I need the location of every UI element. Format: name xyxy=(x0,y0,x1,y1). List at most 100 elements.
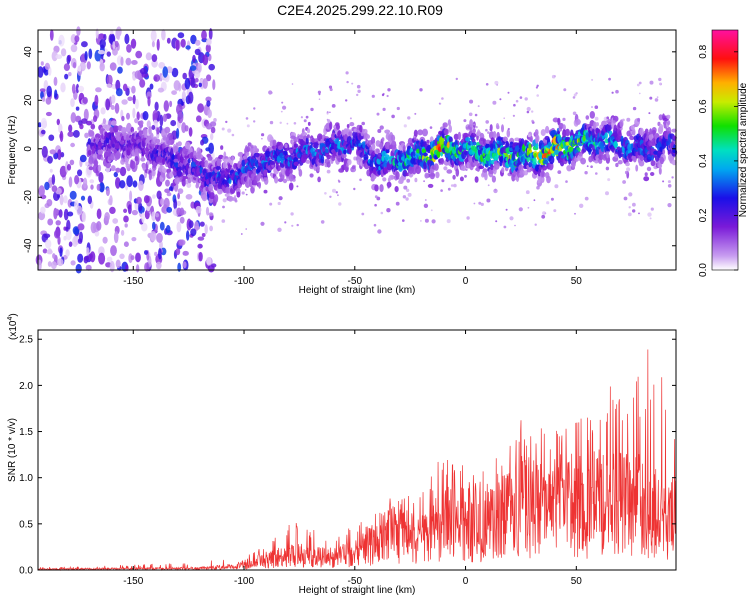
spectrogram-signal-blob xyxy=(121,115,125,122)
spectrogram-scatter-dot xyxy=(440,189,443,192)
spectrogram-signal-blob xyxy=(112,143,115,148)
spectrogram-noise-blob xyxy=(130,255,135,261)
spectrogram-noise-blob xyxy=(68,72,72,77)
spectrogram-noise-blob xyxy=(144,250,148,255)
spectrogram-scatter-dot xyxy=(222,198,227,203)
spectrogram-scatter-dot xyxy=(305,115,309,119)
spectrogram-signal-blob xyxy=(227,195,234,202)
spectrogram-scatter-dot xyxy=(562,117,566,121)
spectrogram-scatter-dot xyxy=(658,77,662,82)
spectrogram-signal-blob xyxy=(384,154,390,161)
spectrogram-signal-blob xyxy=(164,126,171,134)
spectrogram-scatter-dot xyxy=(563,88,567,92)
spectrogram-noise-blob xyxy=(37,66,44,78)
spectrogram-noise-blob xyxy=(85,161,89,167)
snr-multiplier-exp: 4 xyxy=(7,317,14,321)
spectrogram-signal-blob xyxy=(177,188,184,195)
spectrogram-noise-blob xyxy=(180,38,186,48)
spectrogram-scatter-dot xyxy=(320,220,325,224)
spectrogram-scatter-dot xyxy=(407,192,412,197)
spectrogram-signal-blob xyxy=(452,174,456,180)
spectrogram-noise-blob xyxy=(86,120,92,126)
spectrogram-noise-blob xyxy=(54,208,59,214)
snr-y-multiplier: (x104) xyxy=(7,313,19,340)
spectrogram-noise-blob xyxy=(117,66,123,74)
spectrogram-noise-blob xyxy=(115,88,123,97)
spectrogram-signal-blob xyxy=(658,114,663,121)
spectrogram-scatter-dot xyxy=(478,201,482,205)
spectrogram-signal-blob xyxy=(305,137,309,145)
spectrogram-scatter-dot xyxy=(513,103,516,107)
spectrogram-scatter-dot xyxy=(293,122,297,125)
spectrogram-signal-blob xyxy=(114,142,121,149)
spectrogram-noise-blob xyxy=(53,76,58,86)
spectrogram-scatter-dot xyxy=(234,199,238,203)
colorbar-tick-label: 0.4 xyxy=(698,154,709,168)
spectrogram-signal-blob xyxy=(482,168,488,174)
spectrogram-scatter-dot xyxy=(296,185,299,188)
spectrogram-signal-blob xyxy=(305,159,311,164)
spectrogram-noise-blob xyxy=(96,208,102,220)
spectrogram-signal-blob xyxy=(341,153,347,159)
spectrogram-scatter-dot xyxy=(326,169,331,174)
spectrogram-scatter-dot xyxy=(662,180,665,183)
spectrogram-scatter-dot xyxy=(374,203,377,207)
spectrogram-signal-blob xyxy=(177,192,181,200)
spectrogram-signal-blob xyxy=(529,135,533,143)
y-tick-label: 1.5 xyxy=(19,427,33,438)
spectrogram-signal-blob xyxy=(650,160,656,167)
spectrogram-signal-blob xyxy=(469,119,473,128)
spectrogram-scatter-dot xyxy=(469,99,474,104)
spectrogram-signal-blob xyxy=(650,172,655,176)
spectrogram-noise-blob xyxy=(131,209,138,216)
spectrogram-noise-blob xyxy=(81,41,88,48)
spectrogram-signal-blob xyxy=(134,156,139,162)
spectrogram-noise-blob xyxy=(177,32,185,39)
spectrogram-signal-blob xyxy=(448,136,453,144)
spectrogram-scatter-dot xyxy=(584,196,589,201)
spectrogram-noise-blob xyxy=(51,185,58,193)
spectrogram-scatter-dot xyxy=(349,117,352,120)
spectrogram-noise-blob xyxy=(189,65,197,71)
spectrogram-noise-blob xyxy=(152,221,156,230)
spectrogram-scatter-dot xyxy=(591,78,594,81)
spectrogram-noise-blob xyxy=(98,252,106,265)
spectrogram-signal-blob xyxy=(151,143,155,150)
spectrogram-noise-blob xyxy=(169,100,173,108)
spectrogram-signal-blob xyxy=(284,143,288,149)
spectrogram-signal-blob xyxy=(102,118,106,125)
spectrogram-signal-blob xyxy=(578,152,583,157)
spectrogram-noise-blob xyxy=(45,97,52,105)
spectrogram-signal-blob xyxy=(585,115,590,120)
spectrogram-noise-blob xyxy=(59,247,63,257)
spectrogram-signal-blob xyxy=(667,120,671,126)
spectrogram-signal-blob xyxy=(657,126,664,135)
spectrogram-noise-blob xyxy=(59,194,64,206)
spectrogram-noise-blob xyxy=(57,235,61,245)
spectrogram-signal-blob xyxy=(540,176,545,183)
spectrogram-noise-blob xyxy=(71,83,76,94)
spectrogram-signal-blob xyxy=(402,145,406,151)
spectrogram-signal-blob xyxy=(285,168,291,177)
spectrogram-noise-blob xyxy=(157,87,164,93)
spectrogram-signal-blob xyxy=(506,129,511,138)
spectrogram-noise-blob xyxy=(124,33,130,45)
spectrogram-signal-blob xyxy=(474,176,479,183)
spectrogram-signal-blob xyxy=(619,119,624,128)
spectrogram-scatter-dot xyxy=(250,144,254,149)
spectrogram-scatter-dot xyxy=(527,134,531,138)
spectrogram-noise-blob xyxy=(96,221,102,231)
spectrogram-signal-blob xyxy=(263,177,267,182)
spectrogram-scatter-dot xyxy=(494,80,499,85)
spectrogram-scatter-dot xyxy=(359,178,362,182)
spectrogram-scatter-dot xyxy=(324,192,327,195)
spectrogram-noise-blob xyxy=(49,149,56,155)
spectrogram-scatter-dot xyxy=(277,227,282,232)
spectrogram-signal-blob xyxy=(170,147,174,155)
x-tick-label: 0 xyxy=(463,276,469,287)
spectrogram-noise-blob xyxy=(129,190,133,202)
spectrogram-noise-blob xyxy=(37,122,42,128)
spectrogram-scatter-dot xyxy=(553,209,557,213)
spectrogram-scatter-dot xyxy=(284,221,287,224)
spectrogram-signal-blob xyxy=(535,143,539,149)
